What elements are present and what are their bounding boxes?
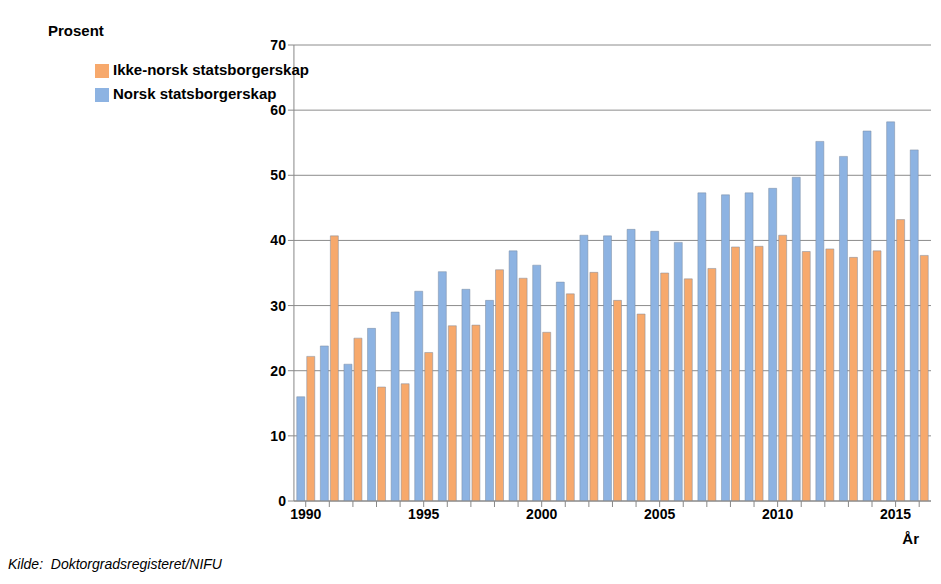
svg-text:2000: 2000 bbox=[526, 506, 557, 522]
svg-text:2005: 2005 bbox=[644, 506, 675, 522]
svg-text:60: 60 bbox=[270, 102, 286, 118]
svg-text:70: 70 bbox=[270, 37, 286, 53]
svg-text:2015: 2015 bbox=[880, 506, 911, 522]
html-text:Ikke-norsk statsborgerskap: Ikke-norsk statsborgerskap bbox=[113, 61, 309, 78]
svg-text:10: 10 bbox=[270, 428, 286, 444]
svg-text:0: 0 bbox=[278, 493, 286, 509]
svg-text:1995: 1995 bbox=[408, 506, 439, 522]
html-text:Norsk statsborgerskap: Norsk statsborgerskap bbox=[113, 85, 277, 102]
svg-text:2010: 2010 bbox=[762, 506, 793, 522]
svg-text:50: 50 bbox=[270, 167, 286, 183]
svg-text:40: 40 bbox=[270, 232, 286, 248]
svg-text:30: 30 bbox=[270, 298, 286, 314]
html-text:År: År bbox=[902, 530, 919, 547]
html-text:Kilde: Doktorgradsregisteret/N: Kilde: Doktorgradsregisteret/NIFU bbox=[8, 556, 222, 572]
svg-text:1990: 1990 bbox=[290, 506, 321, 522]
html-text:Prosent: Prosent bbox=[48, 22, 104, 39]
svg-text:20: 20 bbox=[270, 363, 286, 379]
